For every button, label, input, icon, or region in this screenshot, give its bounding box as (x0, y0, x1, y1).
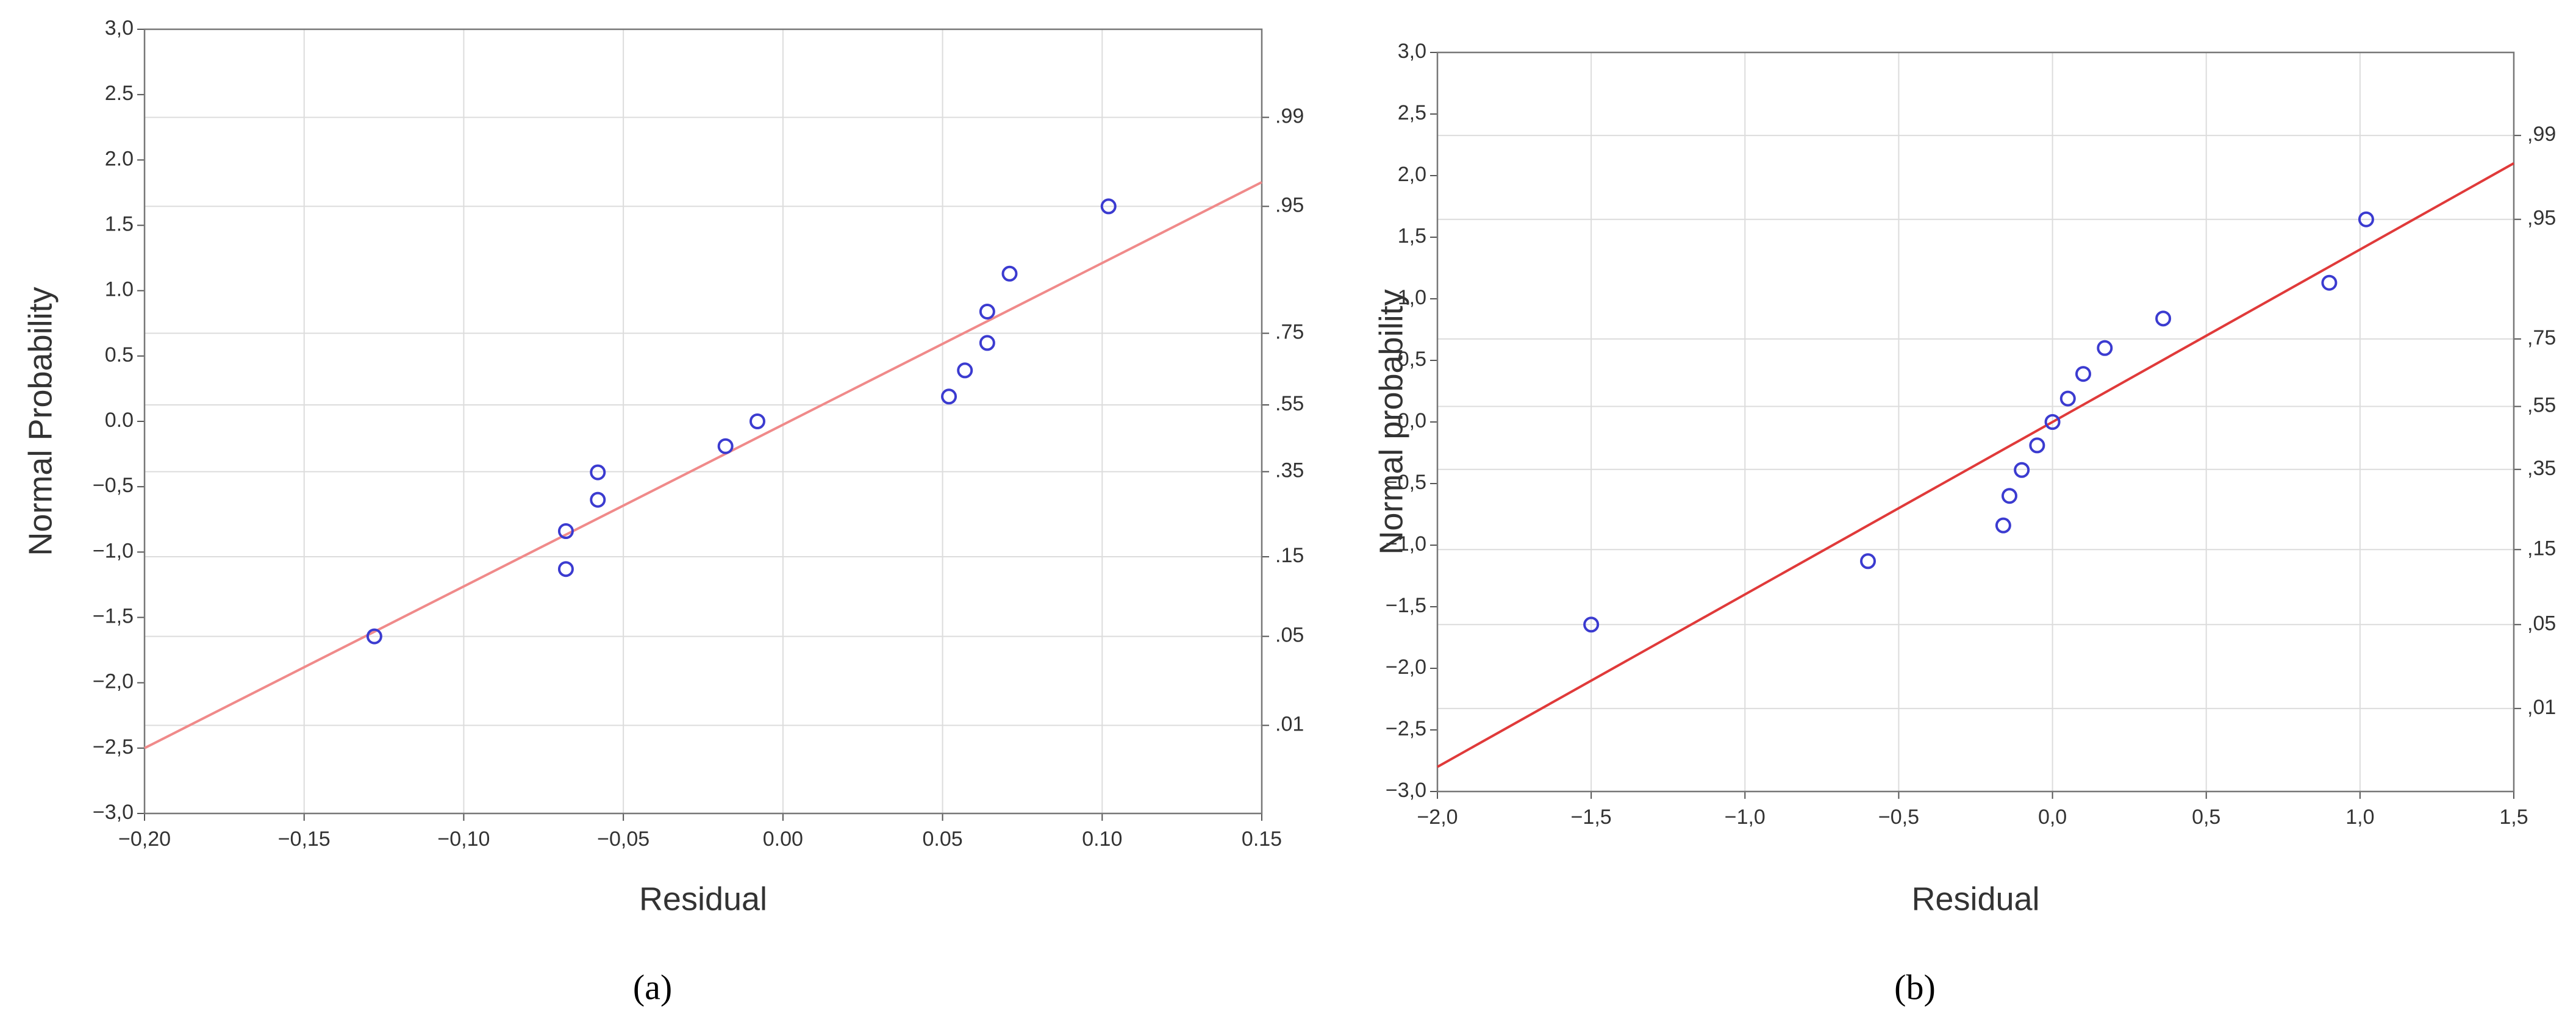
y2-tick-label: .15 (1275, 544, 1304, 567)
data-point (1583, 616, 1600, 633)
data-point (557, 523, 574, 540)
y-tick-label: −1,0 (93, 539, 134, 562)
y-tick-label: 0,5 (1398, 348, 1426, 371)
y2-tick-label: .05 (1275, 624, 1304, 647)
y-tick-label: 2.5 (105, 82, 134, 105)
y2-tick-label: ,01 (2527, 696, 2556, 719)
data-point (979, 335, 995, 351)
y-tick-label: 1,0 (1398, 286, 1426, 309)
x-tick-label: 0.15 (1242, 827, 1282, 851)
y-axis-label: Normal probability (1373, 289, 1409, 554)
caption: (a) (633, 967, 672, 1007)
fit-line (1437, 162, 2514, 768)
data-point (2014, 462, 2030, 478)
y2-tick-label: ,15 (2527, 537, 2556, 560)
data-point (2059, 390, 2076, 407)
y2-tick-label: ,35 (2527, 457, 2556, 480)
y-tick-label: −3,0 (93, 801, 134, 824)
y2-tick-label: ,99 (2527, 123, 2556, 146)
y2-tick-label: .01 (1275, 713, 1304, 736)
x-tick-label: 0.10 (1082, 827, 1122, 851)
x-tick-label: −0,5 (1878, 806, 1919, 829)
y-axis-label: Normal Probability (22, 287, 59, 556)
chart: −0,20 −0,15 −0,10 −0,05 0.00 0.05 0.10 0.15 .99.… (22, 16, 1304, 1007)
y-tick-label: 2,0 (1398, 163, 1426, 186)
y2-tick-label: ,75 (2527, 326, 2556, 349)
y-tick-label: 2,5 (1398, 101, 1426, 124)
y-tick-label: 1.0 (105, 278, 134, 301)
x-tick-label: −0,05 (597, 827, 649, 851)
y-tick-label: −0,5 (1386, 471, 1426, 494)
x-tick-label: −1,0 (1725, 806, 1766, 829)
y2-tick-label: ,55 (2527, 394, 2556, 417)
plot-area (1437, 52, 2514, 792)
x-tick-label: 0,0 (2038, 806, 2067, 829)
data-point (2321, 274, 2338, 291)
data-point (749, 413, 765, 429)
data-point (1001, 265, 1018, 282)
x-tick-label: −0,20 (118, 827, 171, 851)
y-tick-label: 0,0 (1398, 409, 1426, 432)
data-point (366, 628, 382, 645)
y-tick-label: −2,5 (93, 735, 134, 759)
y2-tick-label: ,95 (2527, 207, 2556, 230)
data-point (1860, 553, 1876, 570)
data-point (717, 438, 734, 454)
data-point (2155, 310, 2172, 327)
data-point (557, 561, 574, 577)
data-point (2358, 211, 2374, 227)
y-tick-label: 0.5 (105, 343, 134, 366)
y2-tick-label: .35 (1275, 459, 1304, 482)
data-point (2075, 366, 2091, 382)
chart: −2,0 −1,5 −1,0 −0,5 0,0 0,5 1,0 1,5 ,99 ,95 ,75 ,55… (1373, 40, 2556, 1007)
data-point (590, 491, 606, 508)
x-tick-label: 0.05 (922, 827, 962, 851)
y-tick-label: −3,0 (1386, 779, 1426, 802)
y-tick-label: 1.5 (105, 212, 134, 235)
y-tick-label: 3,0 (1398, 40, 1426, 63)
x-tick-label: −0,10 (437, 827, 490, 851)
y-tick-label: −2,5 (1386, 717, 1426, 740)
y-tick-label: 3,0 (105, 16, 134, 40)
data-point (1995, 517, 2011, 534)
y2-tick-label: ,05 (2527, 612, 2556, 635)
y-tick-label: −1,5 (93, 604, 134, 627)
y-tick-label: 1,5 (1398, 224, 1426, 248)
fit-line (144, 180, 1262, 749)
data-point (957, 362, 973, 379)
y2-tick-label: .75 (1275, 321, 1304, 344)
y-tick-label: −2,0 (1386, 656, 1426, 679)
y2-tick-label: .55 (1275, 392, 1304, 415)
plot-frame (1436, 51, 2515, 793)
data-point (590, 464, 606, 481)
data-point (2044, 414, 2061, 430)
x-tick-label: −1,5 (1571, 806, 1612, 829)
x-tick-label: −2,0 (1417, 806, 1458, 829)
y-tick-label: 2.0 (105, 147, 134, 170)
y2-tick-label: .95 (1275, 193, 1304, 216)
x-tick-label: 0.00 (763, 827, 803, 851)
x-tick-label: 1,5 (2499, 806, 2528, 829)
data-point (979, 303, 995, 320)
y-tick-label: −1,5 (1386, 594, 1426, 617)
x-tick-label: 1,0 (2345, 806, 2374, 829)
data-point (2029, 437, 2045, 454)
x-axis-label: Residual (1911, 881, 2039, 917)
x-tick-label: −0,15 (278, 827, 331, 851)
plot-area (145, 29, 1262, 813)
y-tick-label: 0.0 (105, 409, 134, 432)
data-point (2001, 488, 2017, 504)
y2-tick-label: .99 (1275, 104, 1304, 127)
data-point (2097, 340, 2113, 356)
caption: (b) (1894, 967, 1936, 1007)
y-tick-label: −2,0 (93, 670, 134, 693)
x-axis-label: Residual (639, 881, 767, 917)
y-tick-label: −1,0 (1386, 532, 1426, 556)
plot-frame (143, 28, 1263, 815)
y-tick-label: −0,5 (93, 474, 134, 497)
x-tick-label: 0,5 (2192, 806, 2220, 829)
data-point (941, 388, 957, 405)
data-point (1100, 198, 1117, 215)
